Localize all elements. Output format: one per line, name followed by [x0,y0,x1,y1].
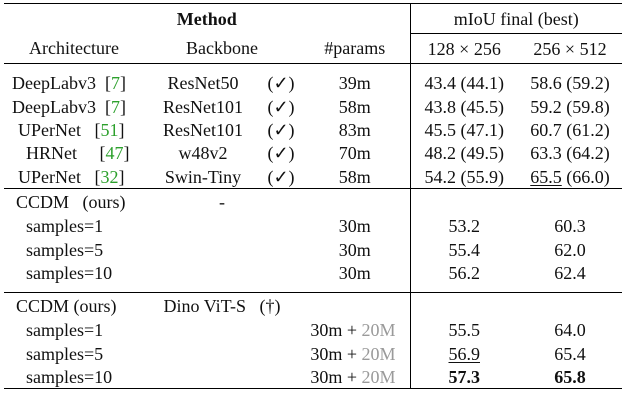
params-cell: 70m [338,143,371,164]
samples-label: samples=5 [26,343,104,364]
miou-256-cell: 58.6 (59.2) [530,73,610,94]
arch-cell: DeepLabv3 [7] [12,73,126,94]
backbone-cell: Dino ViT-S (†) [144,292,300,319]
backbone-cell: Swin-Tiny [164,166,242,187]
table-row: samples=5 30m 55.4 62.0 [4,237,622,262]
miou-128-cell: 55.5 [409,318,518,343]
arch-cell: HRNet [47] [26,143,130,164]
backbone-cell: ResNet101 [163,96,243,117]
pretrained-mark: (✓) [267,119,295,140]
backbone-cell: - [144,187,300,215]
table-row: DeepLabv3 [7] ResNet50 (✓) 39m 43.4 (44.… [4,71,622,95]
miou-256-cell: 60.3 [554,216,586,237]
col-architecture: Architecture [4,33,144,64]
samples-label: samples=1 [26,320,104,341]
method-header: Method [4,3,410,34]
second-best-value: 65.5 [530,166,562,187]
samples-label: samples=1 [26,216,104,237]
arch-cell: UPerNet [32] [18,166,125,187]
params-cell: 39m [338,73,371,94]
backbone-cell: w48v2 [178,143,228,164]
params-cell: 58m [338,96,371,117]
miou-128-cell: 56.2 [409,261,518,285]
results-table: Method mIoU final (best) Architecture Ba… [4,3,622,390]
pretrained-mark: (✓) [267,143,295,164]
arch-cell: DeepLabv3 [7] [12,96,126,117]
ccdm-title: CCDM (ours) [4,187,144,215]
miou-256-cell: 59.2 (59.8) [530,96,610,117]
section-header-row: CCDM (ours) - [4,187,622,215]
table-row: samples=1 30m 53.2 60.3 [4,214,622,238]
miou-128-cell: 54.2 (55.9) [409,165,518,189]
samples-label: samples=5 [26,239,104,260]
miou-128-cell: 45.5 (47.1) [409,118,518,142]
miou-256-cell: 63.3 (64.2) [530,143,610,164]
miou-header: mIoU final (best) [409,3,622,34]
citation-link[interactable]: 32 [100,166,119,187]
table-row: DeepLabv3 [7] ResNet101 (✓) 58m 43.8 (45… [4,94,622,119]
table-row: samples=10 30m + 20M 57.3 65.8 [4,365,622,390]
miou-256-cell: 65.5 (66.0) [530,166,610,187]
params-cell: 30m + 20M [310,343,396,364]
col-backbone: Backbone [144,33,300,64]
miou-256-cell: 64.0 [554,320,586,341]
col-res-256: 256 × 512 [518,33,622,64]
second-best-value: 56.9 [448,343,481,364]
backbone-cell: ResNet101 [163,119,243,140]
header-row-2: Architecture Backbone #params 128 × 256 … [4,33,622,64]
citation-link[interactable]: 51 [100,119,119,140]
miou-256-cell: 65.4 [554,343,586,364]
miou-128-cell: 48.2 (49.5) [409,141,518,166]
best-value: 65.8 [518,365,622,390]
best-value: 57.3 [409,365,518,390]
miou-128-cell: 43.8 (45.5) [409,94,518,119]
params-cell: 30m + 20M [300,365,410,390]
params-cell: 83m [338,119,371,140]
table-row: samples=10 30m 56.2 62.4 [4,261,622,285]
citation-link[interactable]: 47 [105,143,124,164]
miou-256-cell: 62.4 [554,262,586,283]
backbone-cell: ResNet50 [167,73,239,94]
miou-128-cell: 56.9 [409,342,518,366]
samples-label: samples=10 [26,262,113,283]
miou-256-cell: 62.0 [554,239,586,260]
section-header-row: CCDM (ours) Dino ViT-S (†) [4,292,622,319]
arch-cell: UPerNet [51] [18,119,125,140]
header-row-1: Method mIoU final (best) [4,3,622,34]
table-row: samples=5 30m + 20M 56.9 65.4 [4,342,622,366]
pretrained-mark: (✓) [267,73,295,94]
params-cell: 30m [338,216,371,237]
ccdm-dino-title: CCDM (ours) [4,292,144,319]
table-row: HRNet [47] w48v2 (✓) 70m 48.2 (49.5) 63.… [4,141,622,166]
params-cell: 30m [338,239,371,260]
table-row: UPerNet [32] Swin-Tiny (✓) 58m 54.2 (55.… [4,165,622,189]
table-row: samples=1 30m + 20M 55.5 64.0 [4,318,622,343]
col-params: #params [300,33,410,64]
miou-128-cell: 55.4 [409,237,518,262]
citation-link[interactable]: 7 [110,96,120,117]
pretrained-mark: (✓) [267,166,295,187]
miou-256-cell: 60.7 (61.2) [530,119,610,140]
col-res-128: 128 × 256 [409,33,518,64]
citation-link[interactable]: 7 [110,73,120,94]
miou-128-cell: 53.2 [409,214,518,238]
params-cell: 58m [338,166,371,187]
miou-128-cell: 43.4 (44.1) [409,71,518,95]
params-cell: 30m + 20M [310,320,396,341]
samples-label: samples=10 [4,365,144,390]
pretrained-mark: (✓) [267,96,295,117]
params-cell: 30m [338,262,371,283]
table-row: UPerNet [51] ResNet101 (✓) 83m 45.5 (47.… [4,118,622,142]
